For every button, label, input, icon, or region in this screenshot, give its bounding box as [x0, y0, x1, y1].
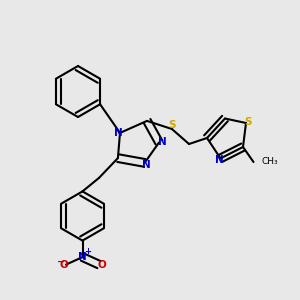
Text: O: O: [97, 260, 106, 270]
Text: N: N: [214, 155, 224, 165]
Text: S: S: [168, 120, 176, 130]
Text: N: N: [142, 160, 151, 170]
Text: N: N: [78, 252, 87, 262]
Text: +: +: [84, 247, 92, 256]
Text: −: −: [56, 256, 65, 267]
Text: O: O: [59, 260, 68, 270]
Text: N: N: [114, 128, 123, 138]
Text: CH₃: CH₃: [261, 158, 278, 166]
Text: N: N: [158, 137, 167, 147]
Text: S: S: [245, 117, 252, 127]
